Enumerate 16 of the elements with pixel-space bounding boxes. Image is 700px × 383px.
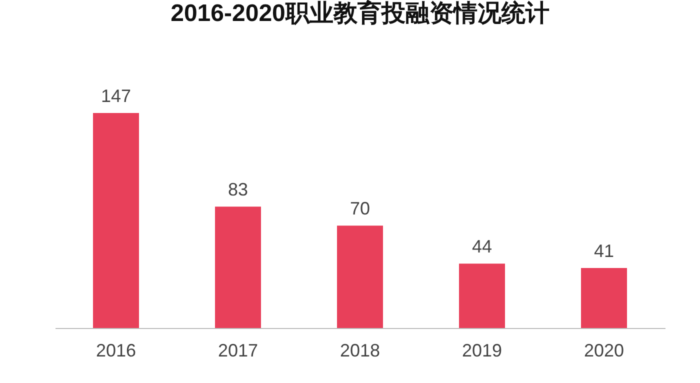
bar [459,264,505,328]
data-label: 83 [228,180,248,200]
x-tick-label: 2020 [584,340,624,360]
bar [215,206,261,328]
bar [93,113,139,328]
x-tick-label: 2018 [340,340,380,360]
data-label: 44 [472,236,492,257]
bar [581,268,627,328]
data-label: 147 [100,86,132,106]
chart-title: 2016-2020职业教育投融资情况统计 [170,0,550,27]
x-tick-label: 2016 [96,340,136,360]
x-tick-label: 2017 [218,340,258,360]
data-label: 70 [350,198,370,219]
bar [337,226,383,328]
data-label: 41 [594,241,614,262]
x-tick-label: 2019 [462,340,502,360]
